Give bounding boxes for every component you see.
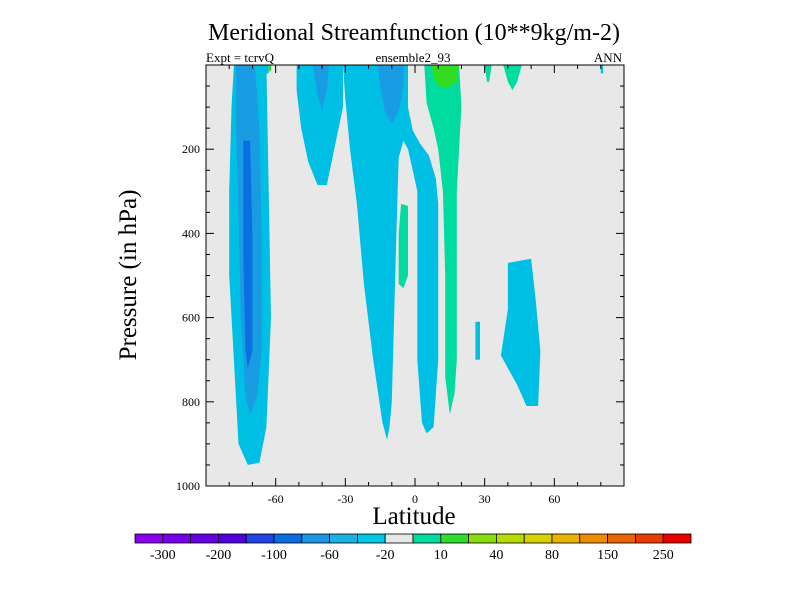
colorbar-box [579,533,608,544]
y-tick-label: 600 [182,311,200,325]
contour-region-6 [343,65,439,440]
colorbar-box [495,533,525,544]
x-axis-label: Latitude [372,503,455,530]
colorbar-label: 80 [545,548,559,563]
x-tick-label: -60 [268,492,284,506]
colorbar-box [190,533,219,544]
colorbar-box [635,533,664,544]
subtitle-experiment: Expt = tcrvQ [206,50,275,65]
contour-region-9 [475,321,480,360]
colorbar-box [551,533,581,544]
contour-region-5 [312,65,330,112]
colorbar-box [134,533,164,544]
colorbar-label: -60 [320,548,339,563]
colorbar-box [356,533,386,544]
colorbar-box [384,533,414,544]
contour-region-15 [268,65,271,72]
colorbar-box [301,533,330,544]
colorbar-box [607,533,636,544]
subtitle-season: ANN [594,50,623,65]
colorbar-box [440,533,469,544]
x-tick-label: 30 [479,492,491,506]
contour-region-2 [243,140,253,369]
y-tick-label: 1000 [176,479,200,493]
colorbar-label: 150 [597,548,618,563]
x-tick-label: -30 [337,492,353,506]
plot-area: -60 -30 0 30 60 200 400 600 800 1000 [176,64,625,506]
colorbar-box [245,533,275,544]
contour-region-11 [398,203,408,289]
colorbar-box [468,533,497,544]
colorbar-box [662,533,692,544]
contour-region-4 [296,65,343,185]
contour-region-8 [500,258,541,406]
y-tick-label: 400 [182,226,200,240]
subtitle-ensemble: ensemble2_93 [375,50,450,65]
contour-region-10 [424,65,462,415]
contour-region-14 [431,65,460,89]
chart-title: Meridional Streamfunction (10**9kg/m-2) [208,20,620,46]
colorbar-label: -20 [376,548,395,563]
colorbar-label: -100 [261,548,287,563]
x-tick-label: 0 [412,492,418,506]
colorbar-label: 10 [434,548,448,563]
x-tick-label: 60 [548,492,560,506]
colorbar-box [162,533,192,544]
colorbar-box [329,533,358,544]
colorbar-box [523,533,553,544]
contour-region-16 [600,65,604,74]
axis-ticks: -60 -30 0 30 60 200 400 600 800 1000 [176,65,625,506]
contour-region-12 [484,65,492,82]
y-tick-label: 200 [182,142,200,156]
colorbar-box [273,533,303,544]
contour-region-3 [264,65,269,74]
contour-region-13 [503,65,522,91]
colorbar-label: -200 [206,548,232,563]
y-axis-label: Pressure (in hPa) [115,190,142,361]
contour-regions [229,65,604,465]
colorbar-label: 40 [489,548,503,563]
y-tick-label: 800 [182,395,200,409]
contour-region-7 [377,65,404,124]
colorbar: -300 -200 -100 -60 -20 10 40 80 150 250 [134,533,692,563]
colorbar-box [412,533,442,544]
colorbar-label: 250 [653,548,674,563]
colorbar-label: -300 [150,548,176,563]
colorbar-box [217,533,247,544]
